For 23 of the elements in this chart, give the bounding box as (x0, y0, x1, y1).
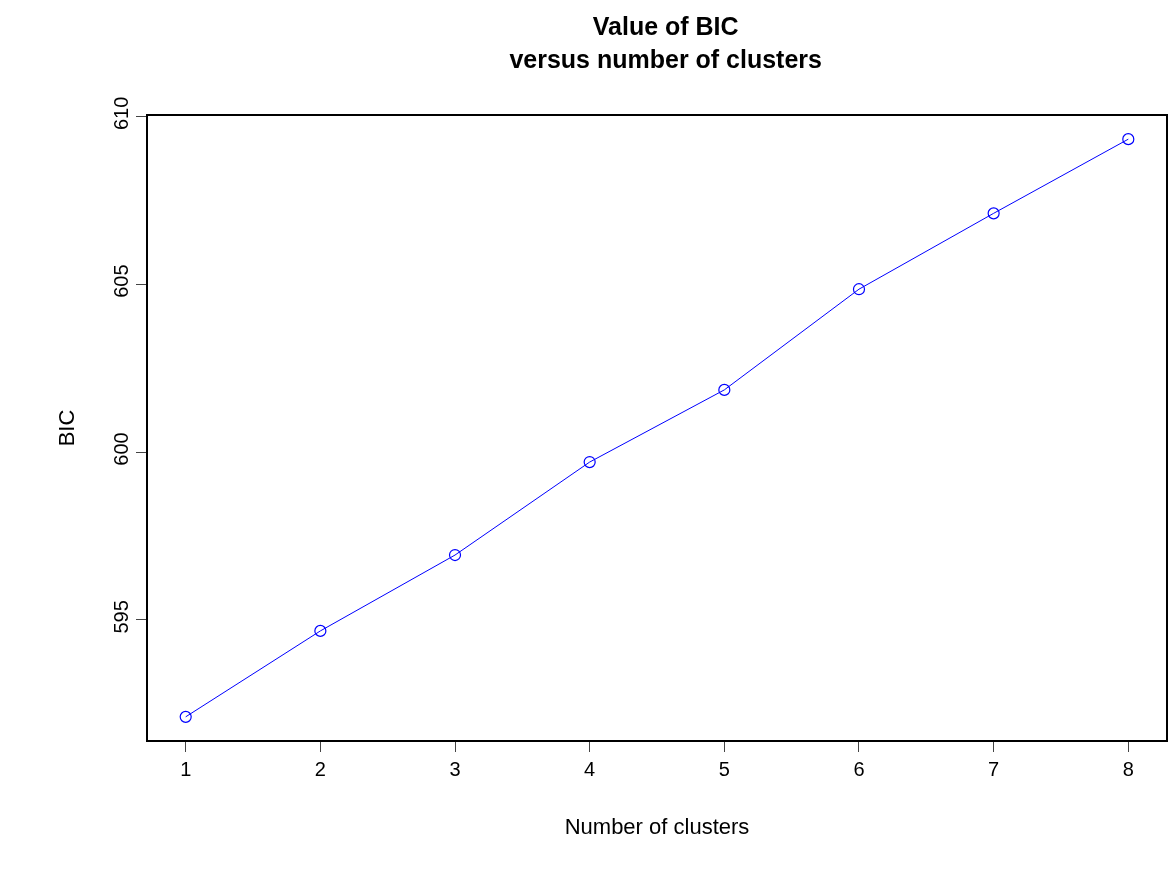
x-tick-label: 6 (853, 757, 865, 780)
x-tick-label: 2 (314, 757, 326, 780)
y-tick-label: 605 (110, 264, 133, 298)
y-tick-label: 610 (110, 96, 133, 131)
x-tick-label: 4 (584, 757, 596, 780)
point (448, 548, 462, 562)
x-tick-label: 3 (449, 757, 461, 780)
point (179, 710, 192, 723)
point (852, 283, 866, 296)
y-tick-label: 600 (110, 432, 133, 466)
point (314, 624, 327, 638)
chart-title: Value of BIC versus number of clusters (509, 12, 823, 73)
point (718, 383, 731, 396)
x-axis-title: Number of clusters (564, 814, 750, 840)
point (1122, 133, 1135, 146)
point (987, 207, 1000, 220)
x-tick-label: 5 (718, 757, 730, 780)
x-tick-label: 1 (180, 757, 192, 780)
point (583, 455, 596, 469)
x-tick-label: 7 (988, 757, 1000, 780)
x-tick-label: 8 (1122, 757, 1134, 780)
y-tick-label: 595 (110, 600, 133, 634)
y-axis-title: BIC (53, 409, 79, 447)
